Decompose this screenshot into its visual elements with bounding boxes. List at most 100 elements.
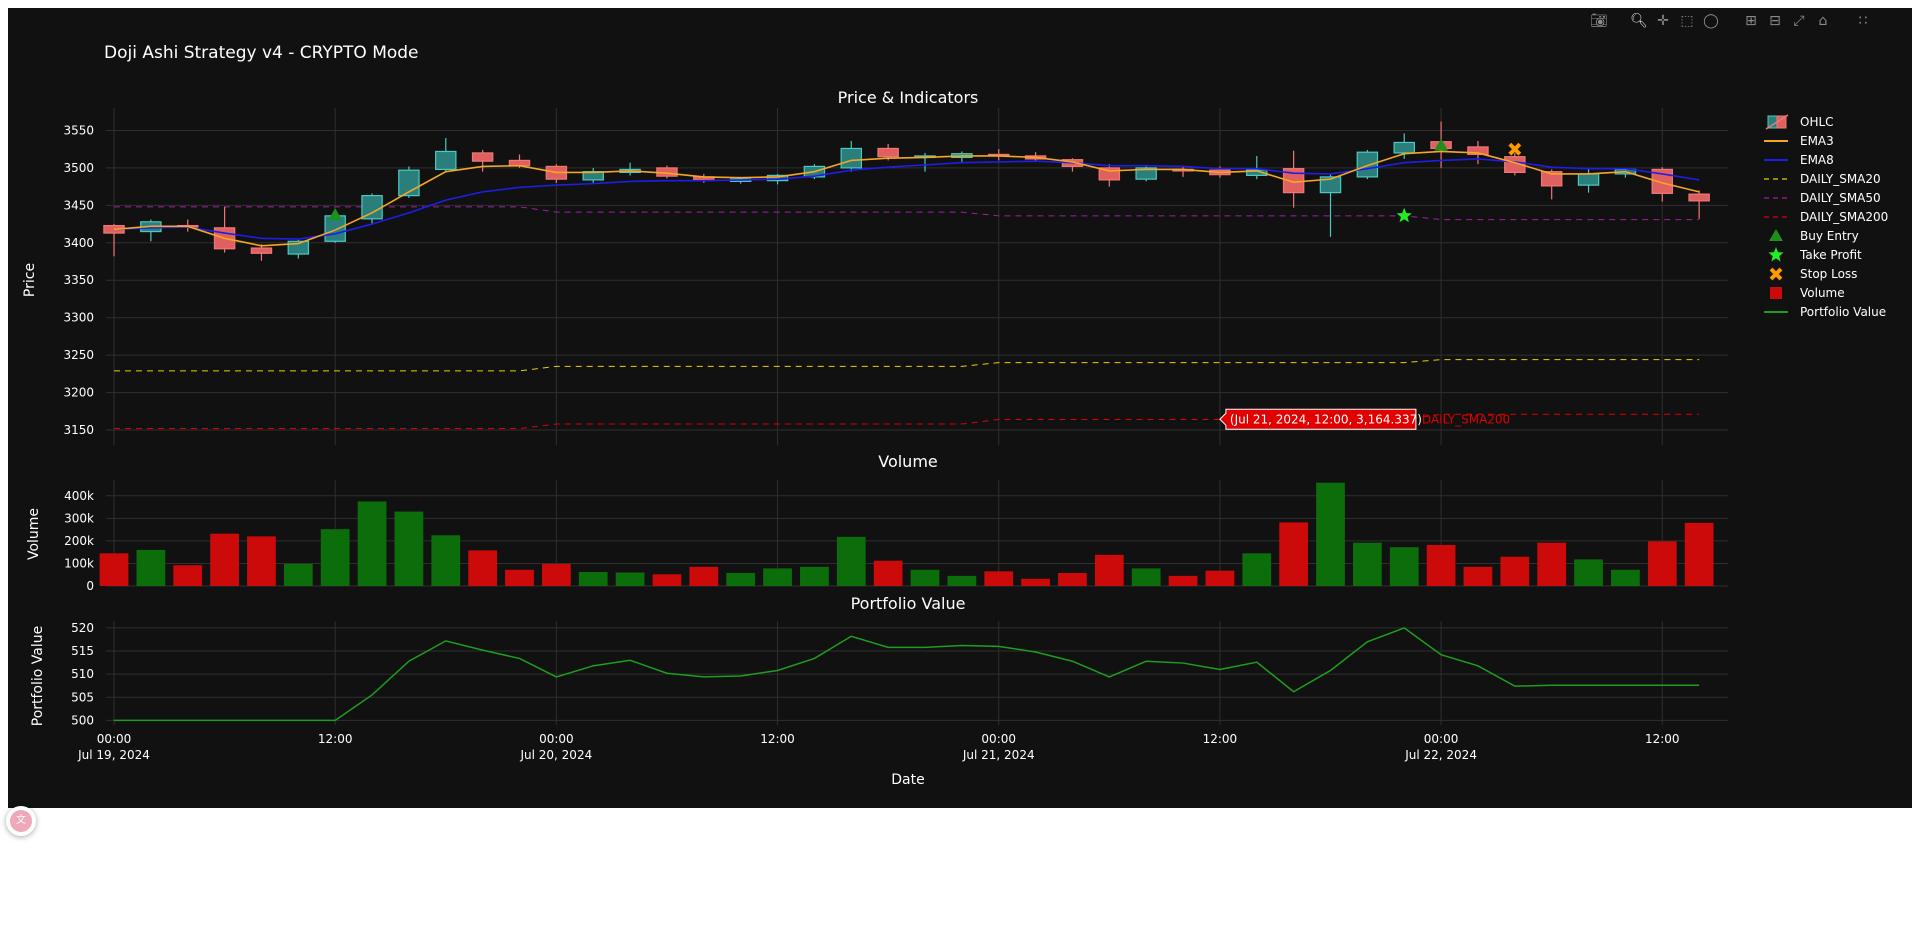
zoom-icon[interactable]: 🔍︎	[1630, 13, 1648, 29]
candle-body	[471, 152, 494, 162]
candle-body	[1577, 173, 1600, 186]
candle-body	[1319, 176, 1342, 194]
candle	[250, 244, 273, 261]
portfolio-value-line	[114, 627, 1700, 722]
volume-panel-title: Volume	[878, 452, 938, 471]
candle	[1577, 167, 1600, 193]
hover-value-text: (Jul 21, 2024, 12:00, 3,164.337)	[1230, 412, 1422, 426]
price-tick-label: 3300	[63, 311, 94, 325]
x-axis-title: Date	[891, 772, 924, 788]
candle	[693, 173, 715, 183]
candle	[435, 137, 457, 172]
x-tick-date-label: Jul 22, 2024	[1404, 748, 1477, 762]
price-tick-label: 3550	[63, 123, 94, 137]
lasso-icon[interactable]: ◯	[1703, 13, 1719, 29]
candle	[140, 219, 162, 242]
volume-bar	[1463, 566, 1493, 586]
volume-tick-label: 300k	[64, 511, 94, 525]
candle-body	[435, 150, 457, 171]
legend-item[interactable]: Stop Loss	[1769, 267, 1857, 281]
buy-entry-marker	[1434, 138, 1449, 151]
chart-figure[interactable]: Doji Ashi Strategy v4 - CRYPTO Mode Pric…	[8, 8, 1912, 808]
legend-item[interactable]: Take Profit	[1768, 247, 1862, 262]
price-tick-label: 3500	[63, 161, 94, 175]
x-tick-label: 00:00	[539, 732, 574, 746]
home-icon[interactable]: ⌂	[1818, 13, 1828, 29]
portfolio-tick-label: 515	[71, 644, 94, 658]
daily-sma50-line	[114, 206, 1700, 221]
volume-bar	[615, 572, 645, 586]
legend-item[interactable]: DAILY_SMA50	[1764, 191, 1881, 205]
portfolio-tick-label: 505	[71, 690, 94, 704]
candle-body	[1393, 141, 1415, 154]
candle-body	[1688, 193, 1710, 202]
volume-bar	[578, 572, 608, 586]
volume-bar	[210, 533, 239, 586]
legend-label: Take Profit	[1799, 248, 1862, 262]
price-tick-label: 3400	[63, 236, 94, 250]
x-tick-label: 00:00	[1424, 732, 1459, 746]
price-tick-label: 3250	[63, 348, 94, 362]
candle	[213, 206, 236, 253]
candle	[840, 140, 863, 172]
figure-title: Doji Ashi Strategy v4 - CRYPTO Mode	[104, 43, 419, 63]
legend-label: DAILY_SMA20	[1800, 172, 1881, 186]
pan-icon[interactable]: ✛	[1657, 13, 1669, 29]
candle	[1061, 158, 1084, 172]
legend-item[interactable]: DAILY_SMA20	[1764, 172, 1881, 186]
candle	[1319, 173, 1342, 237]
candle-body	[1135, 167, 1157, 180]
volume-bar	[726, 572, 756, 586]
x-tick-label: 12:00	[318, 732, 353, 746]
volume-bar	[320, 529, 350, 586]
ema8-line	[113, 158, 1700, 240]
legend-label: OHLC	[1800, 115, 1834, 129]
legend-swatch	[1769, 267, 1783, 281]
plotly-logo-icon[interactable]: ∷	[1858, 13, 1868, 29]
legend-item[interactable]: Portfolio Value	[1764, 305, 1886, 319]
price-tick-label: 3350	[63, 273, 94, 287]
legend-item[interactable]: DAILY_SMA200	[1764, 210, 1888, 224]
zoom-out-icon[interactable]: ⊟	[1769, 13, 1781, 29]
volume-tick-label: 100k	[64, 556, 94, 570]
legend-item[interactable]: EMA8	[1764, 153, 1834, 167]
candle	[1356, 149, 1379, 180]
volume-bar	[505, 569, 534, 586]
box-select-icon[interactable]: ⬚	[1680, 13, 1694, 29]
candle	[1098, 164, 1121, 187]
candle	[545, 164, 568, 183]
volume-bar	[1094, 554, 1124, 586]
volume-bar	[1131, 568, 1161, 586]
candle	[1393, 133, 1415, 159]
volume-bar	[873, 560, 903, 586]
candle-body	[840, 147, 863, 169]
plot-area[interactable]: Doji Ashi Strategy v4 - CRYPTO Mode Pric…	[8, 8, 1912, 808]
legend-swatch	[1770, 287, 1782, 299]
price-y-axis-title: Price	[22, 263, 38, 297]
volume-bar	[541, 563, 571, 586]
ema3-line	[113, 150, 1700, 247]
legend-item[interactable]: OHLC	[1765, 114, 1834, 130]
candle	[398, 166, 420, 198]
legend-swatch	[1768, 247, 1784, 262]
zoom-in-icon[interactable]: ⊞	[1745, 13, 1757, 29]
legend-item[interactable]: Buy Entry	[1769, 229, 1859, 243]
volume-bar	[910, 569, 940, 586]
volume-bar	[283, 563, 313, 586]
volume-bar	[689, 566, 719, 586]
stop-loss-stroke	[1508, 142, 1522, 156]
volume-bar	[1168, 575, 1198, 586]
candle-body	[1540, 171, 1563, 187]
legend-label: Stop Loss	[1800, 267, 1857, 281]
autoscale-icon[interactable]: ⤢	[1793, 13, 1805, 29]
buy-entry-marker	[328, 208, 343, 221]
legend-item[interactable]: Volume	[1770, 286, 1845, 300]
camera-icon[interactable]: 📷︎	[1590, 13, 1608, 29]
volume-bar	[99, 553, 129, 586]
volume-bar	[1611, 569, 1640, 586]
legend-item[interactable]: EMA3	[1764, 134, 1834, 148]
portfolio-y-axis-title: Portfolio Value	[30, 626, 46, 727]
x-tick-label: 12:00	[1645, 732, 1680, 746]
translate-extension-button[interactable]: 文	[6, 806, 36, 836]
hover-box	[1219, 408, 1417, 430]
